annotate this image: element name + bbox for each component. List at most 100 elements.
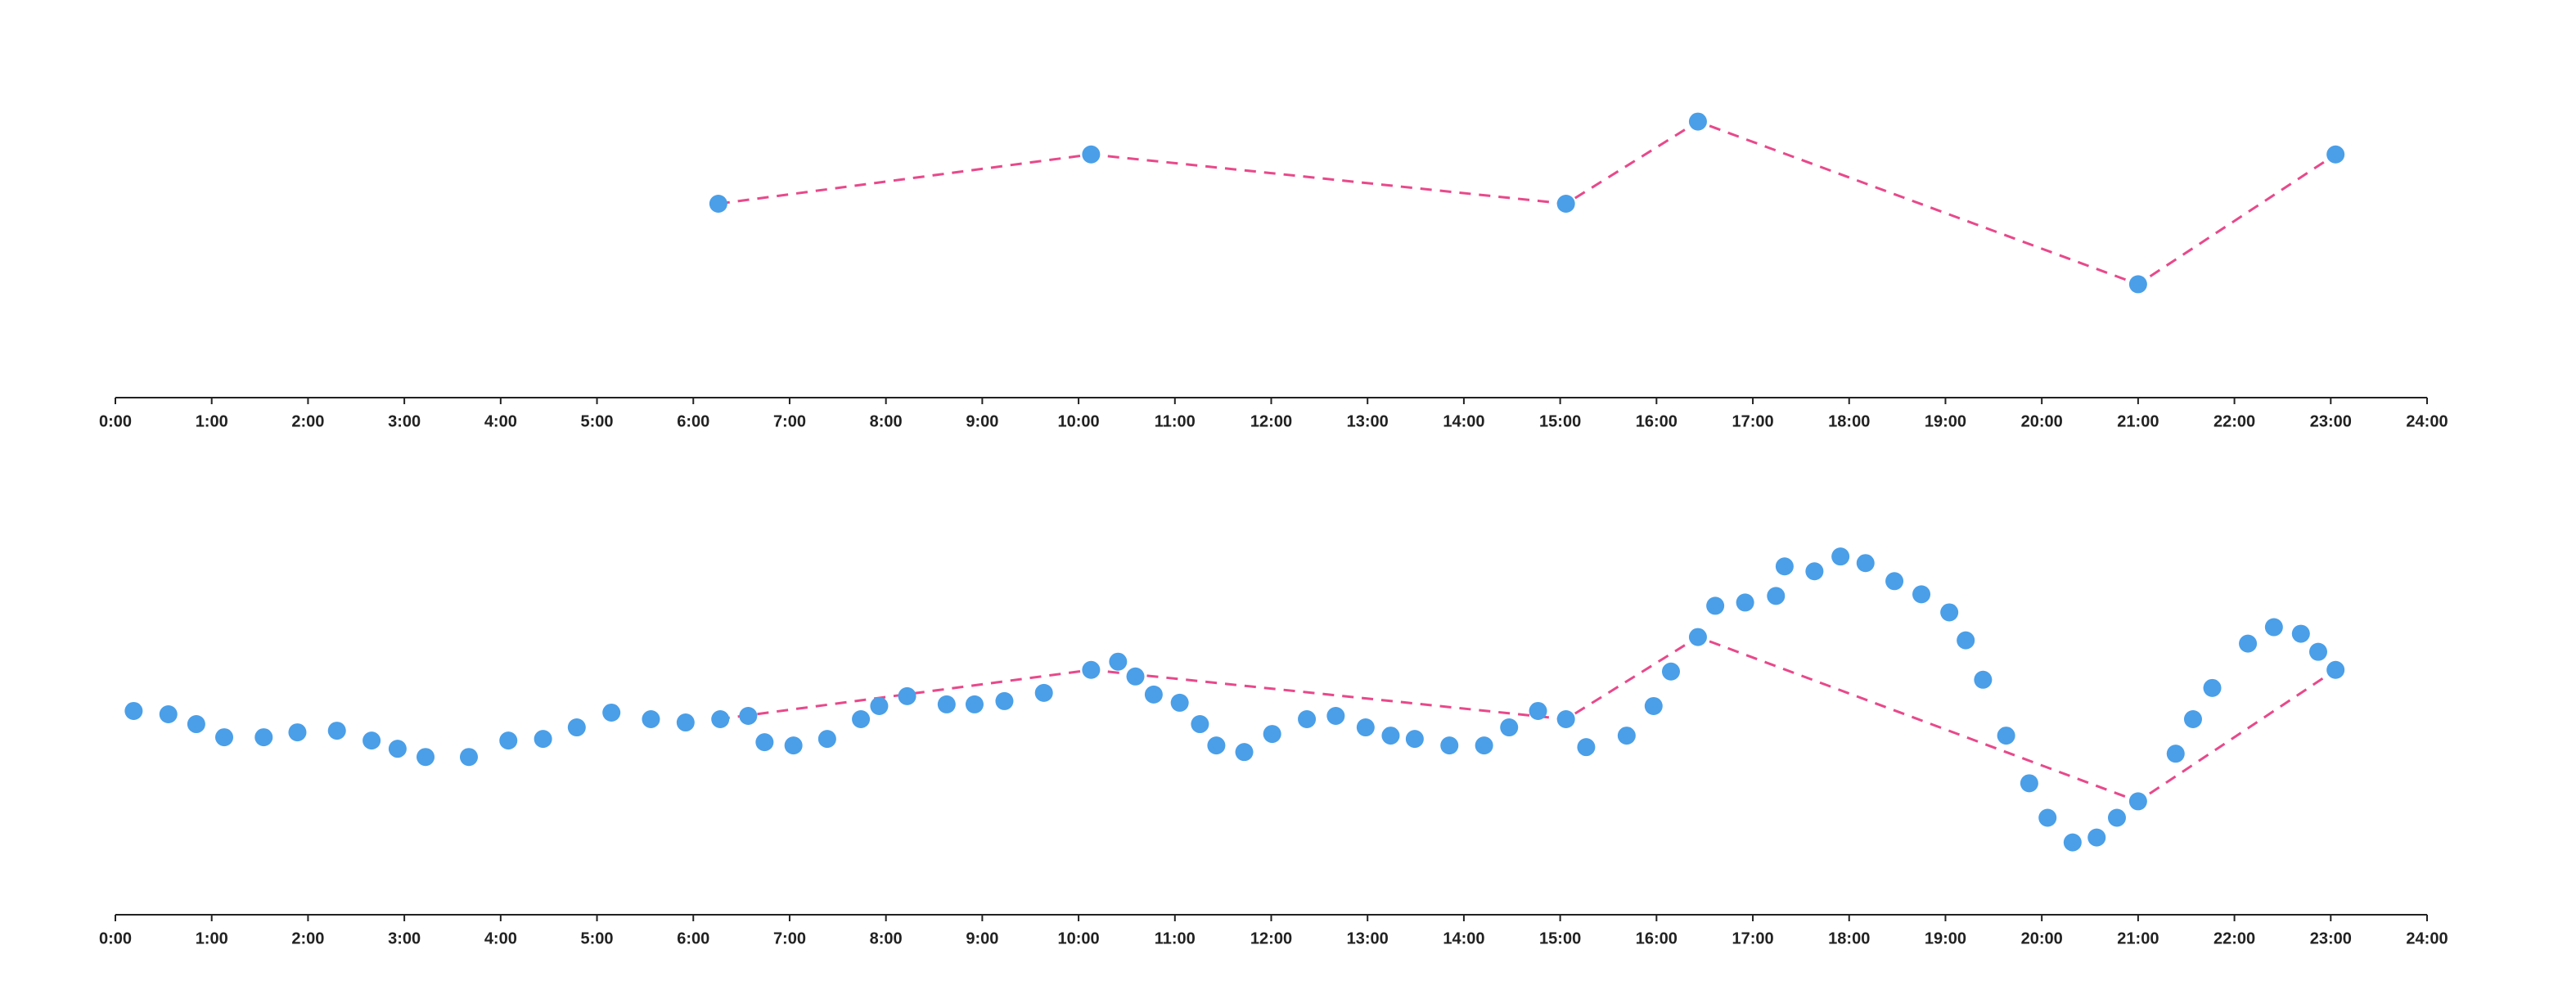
x-tick-label: 6:00	[677, 412, 709, 430]
data-point	[1109, 652, 1128, 671]
data-point	[1191, 715, 1209, 734]
data-point	[1885, 572, 1904, 591]
data-point	[2203, 678, 2222, 697]
x-tick-label: 1:00	[196, 929, 228, 947]
data-point	[2063, 833, 2082, 852]
data-point	[2326, 145, 2345, 164]
data-point	[2107, 808, 2126, 827]
data-point	[2183, 710, 2202, 729]
x-tick-label: 6:00	[677, 929, 709, 947]
data-point	[1617, 727, 1636, 745]
data-point	[2291, 624, 2310, 643]
data-point	[1856, 554, 1875, 573]
data-point	[1736, 593, 1754, 612]
data-point	[159, 704, 178, 723]
data-point	[1440, 736, 1459, 755]
data-point	[1144, 685, 1163, 704]
data-point	[187, 715, 205, 734]
x-tick-label: 0:00	[99, 929, 132, 947]
x-tick-label: 18:00	[1828, 412, 1870, 430]
data-point	[459, 748, 478, 767]
x-tick-label: 9:00	[966, 929, 998, 947]
x-tick-label: 10:00	[1058, 412, 1100, 430]
data-point	[1556, 710, 1575, 729]
x-tick-label: 22:00	[2213, 929, 2255, 947]
x-tick-label: 3:00	[388, 412, 421, 430]
data-point	[1034, 683, 1053, 702]
data-point	[642, 710, 660, 729]
x-tick-label: 17:00	[1732, 929, 1773, 947]
data-point	[2087, 828, 2106, 847]
x-tick-label: 20:00	[2021, 412, 2063, 430]
data-point	[2038, 808, 2057, 827]
data-point	[937, 695, 956, 713]
data-point	[1263, 725, 1281, 744]
data-point	[327, 722, 346, 740]
data-point	[1767, 587, 1786, 605]
data-point	[995, 691, 1014, 710]
data-point	[1805, 562, 1824, 581]
x-tick-label: 19:00	[1925, 412, 1966, 430]
data-point	[709, 195, 727, 214]
x-tick-label: 2:00	[291, 929, 324, 947]
x-tick-label: 7:00	[773, 412, 806, 430]
x-tick-label: 24:00	[2406, 929, 2448, 947]
data-point	[2308, 642, 2327, 661]
x-tick-label: 21:00	[2117, 929, 2159, 947]
x-tick-label: 22:00	[2213, 412, 2255, 430]
chart: 0:00 1:00 2:00 3:00 4:00 5:00 6:00 7:00 8:00 9:00…	[99, 547, 2448, 947]
data-point	[711, 710, 730, 729]
data-point	[1405, 730, 1424, 749]
data-point	[1644, 696, 1663, 715]
x-tick-label: 19:00	[1925, 929, 1966, 947]
data-point	[852, 710, 871, 729]
data-point	[602, 703, 621, 722]
x-tick-label: 12:00	[1250, 412, 1292, 430]
data-point	[1706, 596, 1725, 615]
data-point	[1957, 631, 1975, 650]
x-tick-label: 15:00	[1539, 929, 1581, 947]
data-point	[1170, 693, 1189, 712]
data-point	[567, 718, 586, 737]
data-point	[388, 740, 407, 758]
data-point	[1661, 662, 1680, 681]
data-point	[2128, 275, 2147, 294]
data-point	[499, 731, 518, 750]
x-tick-label: 7:00	[773, 929, 806, 947]
data-point	[215, 728, 234, 747]
x-tick-label: 11:00	[1155, 412, 1196, 430]
data-point	[124, 701, 143, 720]
data-point	[676, 713, 695, 732]
data-point	[1688, 628, 1707, 646]
data-point	[417, 748, 435, 767]
x-tick-label: 1:00	[196, 412, 228, 430]
data-point	[1082, 660, 1101, 679]
x-tick-label: 16:00	[1636, 929, 1678, 947]
data-point	[534, 730, 552, 749]
data-point	[1940, 603, 1959, 622]
data-point	[288, 723, 307, 742]
x-tick-label: 17:00	[1732, 412, 1773, 430]
data-point	[784, 736, 803, 755]
data-point	[1974, 670, 1993, 689]
x-tick-label: 23:00	[2310, 412, 2352, 430]
x-tick-label: 11:00	[1155, 929, 1196, 947]
data-point	[2326, 660, 2345, 679]
x-tick-label: 5:00	[581, 412, 614, 430]
x-tick-label: 15:00	[1539, 412, 1581, 430]
x-tick-label: 10:00	[1058, 929, 1100, 947]
x-tick-label: 13:00	[1347, 929, 1389, 947]
data-point	[363, 731, 381, 750]
x-tick-label: 23:00	[2310, 929, 2352, 947]
data-point	[1207, 736, 1226, 755]
data-point	[1688, 112, 1707, 131]
data-point	[1082, 145, 1101, 164]
data-point	[1326, 706, 1345, 725]
data-point	[1126, 667, 1145, 686]
x-tick-label: 14:00	[1443, 412, 1484, 430]
x-tick-label: 18:00	[1828, 929, 1870, 947]
data-point	[1831, 547, 1850, 566]
data-point	[1577, 738, 1596, 757]
data-point	[1381, 727, 1400, 745]
